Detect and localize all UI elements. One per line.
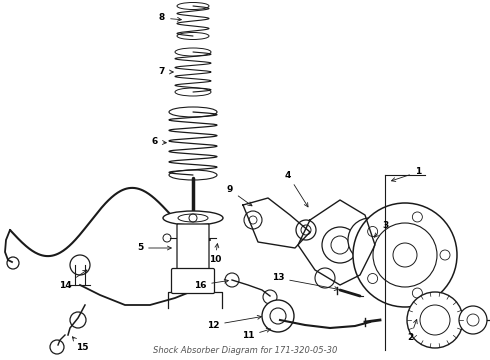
Text: 1: 1 [392, 167, 421, 181]
Circle shape [296, 220, 316, 240]
Text: 3: 3 [374, 220, 388, 237]
Circle shape [70, 312, 86, 328]
Circle shape [315, 268, 335, 288]
Text: 5: 5 [137, 243, 172, 252]
Text: 13: 13 [272, 274, 339, 291]
Text: 12: 12 [207, 315, 261, 329]
Circle shape [70, 255, 90, 275]
Text: 9: 9 [227, 185, 252, 206]
Circle shape [50, 340, 64, 354]
Circle shape [262, 300, 294, 332]
Circle shape [225, 273, 239, 287]
Circle shape [407, 292, 463, 348]
Circle shape [353, 203, 457, 307]
FancyBboxPatch shape [172, 269, 215, 293]
Circle shape [263, 290, 277, 304]
Text: 8: 8 [159, 13, 181, 22]
Text: 6: 6 [152, 138, 166, 147]
Text: 10: 10 [209, 244, 221, 265]
Text: 14: 14 [59, 270, 87, 289]
Text: 16: 16 [194, 279, 228, 289]
Text: 4: 4 [285, 171, 308, 207]
Circle shape [244, 211, 262, 229]
Text: 11: 11 [242, 328, 270, 341]
Circle shape [459, 306, 487, 334]
Text: 15: 15 [73, 337, 88, 352]
Text: Shock Absorber Diagram for 171-320-05-30: Shock Absorber Diagram for 171-320-05-30 [153, 346, 337, 355]
FancyBboxPatch shape [177, 224, 209, 271]
Ellipse shape [163, 211, 223, 225]
Text: 2: 2 [407, 319, 417, 342]
Text: 7: 7 [159, 68, 173, 77]
Circle shape [322, 227, 358, 263]
Circle shape [348, 218, 392, 262]
